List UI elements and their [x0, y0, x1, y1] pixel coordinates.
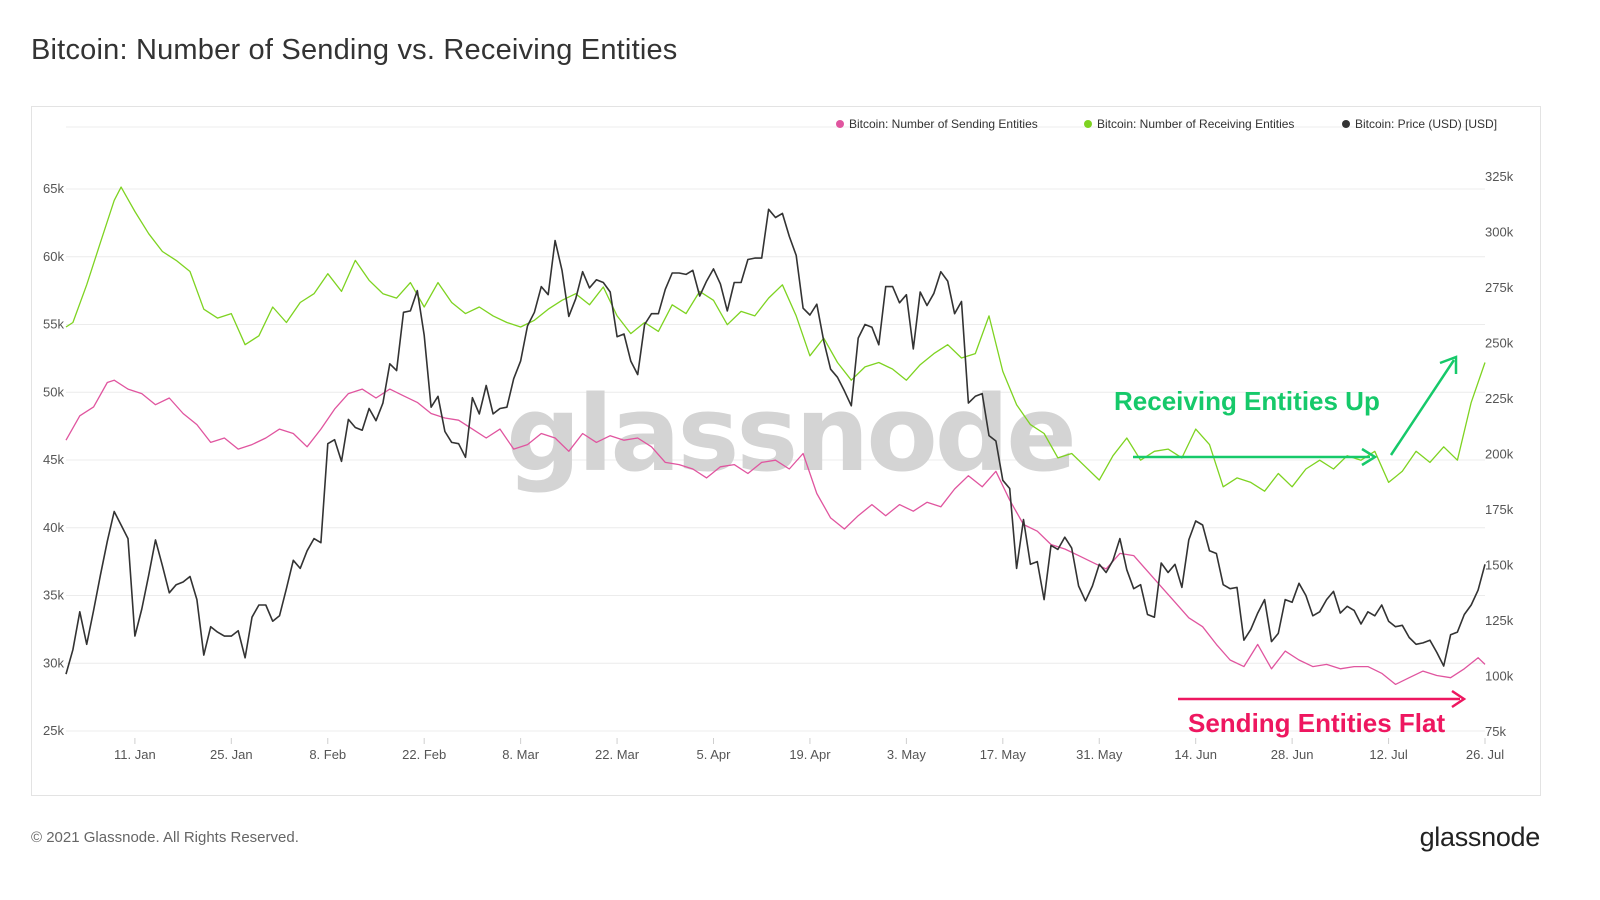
x-tick-label: 8. Mar: [502, 747, 540, 762]
legend-marker: [836, 120, 844, 128]
y-right-tick-label: 325k: [1485, 169, 1514, 184]
y-right-tick-label: 300k: [1485, 225, 1514, 240]
price-line: [65, 208, 1486, 675]
series-group: [65, 186, 1486, 686]
y-right-tick-label: 150k: [1485, 558, 1514, 573]
arrow-head: [1439, 355, 1458, 374]
y-right-tick-label: 250k: [1485, 336, 1514, 351]
y-right-tick-label: 200k: [1485, 447, 1514, 462]
y-left-tick-label: 60k: [43, 249, 64, 264]
receiving-entities-line: [65, 186, 1486, 492]
y-axis-right: 75k 100k 125k 150k 175k 200k 225k 250k 275k 300k 3…: [1485, 169, 1514, 739]
x-tick-label: 11. Jan: [114, 747, 156, 762]
y-right-tick-label: 125k: [1485, 613, 1514, 628]
x-tick-label: 26. Jul: [1466, 747, 1504, 762]
annotations: Receiving Entities Up Sending Entities Fl…: [1114, 355, 1467, 738]
legend-item-label[interactable]: Bitcoin: Number of Sending Entities: [849, 117, 1038, 131]
legend-item-label[interactable]: Bitcoin: Price (USD) [USD]: [1355, 117, 1497, 131]
y-left-tick-label: 40k: [43, 520, 64, 535]
y-left-tick-label: 65k: [43, 181, 64, 196]
x-tick-label: 5. Apr: [697, 747, 732, 762]
x-tick-label: 31. May: [1076, 747, 1123, 762]
legend-marker: [1084, 120, 1092, 128]
y-left-tick-label: 30k: [43, 655, 64, 670]
y-left-tick-label: 35k: [43, 588, 64, 603]
brand-logo[interactable]: glassnode: [1419, 822, 1541, 852]
x-tick-label: 14. Jun: [1174, 747, 1217, 762]
legend-marker: [1342, 120, 1350, 128]
legend-item-label[interactable]: Bitcoin: Number of Receiving Entities: [1097, 117, 1294, 131]
x-tick-label: 12. Jul: [1369, 747, 1407, 762]
x-tick-label: 22. Mar: [595, 747, 640, 762]
receiving-annotation: Receiving Entities Up: [1114, 386, 1380, 416]
chart-panel: [31, 106, 1541, 796]
y-left-tick-label: 25k: [43, 723, 64, 738]
chart-title: Bitcoin: Number of Sending vs. Receiving…: [31, 34, 678, 66]
legend[interactable]: Bitcoin: Number of Sending Entities Bitco…: [836, 117, 1497, 131]
x-tick-label: 8. Feb: [309, 747, 346, 762]
sending-annotation: Sending Entities Flat: [1188, 708, 1445, 738]
x-tick-label: 17. May: [980, 747, 1027, 762]
y-right-tick-label: 75k: [1485, 724, 1506, 739]
y-right-tick-label: 225k: [1485, 391, 1514, 406]
y-right-tick-label: 100k: [1485, 669, 1514, 684]
receiving-up-arrow: [1389, 359, 1456, 456]
arrow-head: [1361, 447, 1378, 467]
y-right-tick-label: 175k: [1485, 502, 1514, 517]
x-axis: 11. Jan 25. Jan 8. Feb 22. Feb 8. Mar 22. Mar…: [114, 738, 1504, 762]
y-axis-left: 25k 30k 35k 40k 45k 50k 55k 60k 65k: [43, 181, 64, 738]
x-tick-label: 25. Jan: [210, 747, 253, 762]
copyright-footer: © 2021 Glassnode. All Rights Reserved.: [31, 829, 299, 846]
y-left-tick-label: 45k: [43, 452, 64, 467]
grid: [66, 126, 1485, 732]
y-left-tick-label: 55k: [43, 317, 64, 332]
x-tick-label: 22. Feb: [402, 747, 446, 762]
sending-entities-line: [65, 379, 1486, 686]
x-tick-label: 3. May: [887, 747, 927, 762]
arrow-head: [1451, 689, 1467, 709]
y-left-tick-label: 50k: [43, 384, 64, 399]
x-tick-label: 28. Jun: [1271, 747, 1314, 762]
y-right-tick-label: 275k: [1485, 280, 1514, 295]
x-tick-label: 19. Apr: [789, 747, 831, 762]
